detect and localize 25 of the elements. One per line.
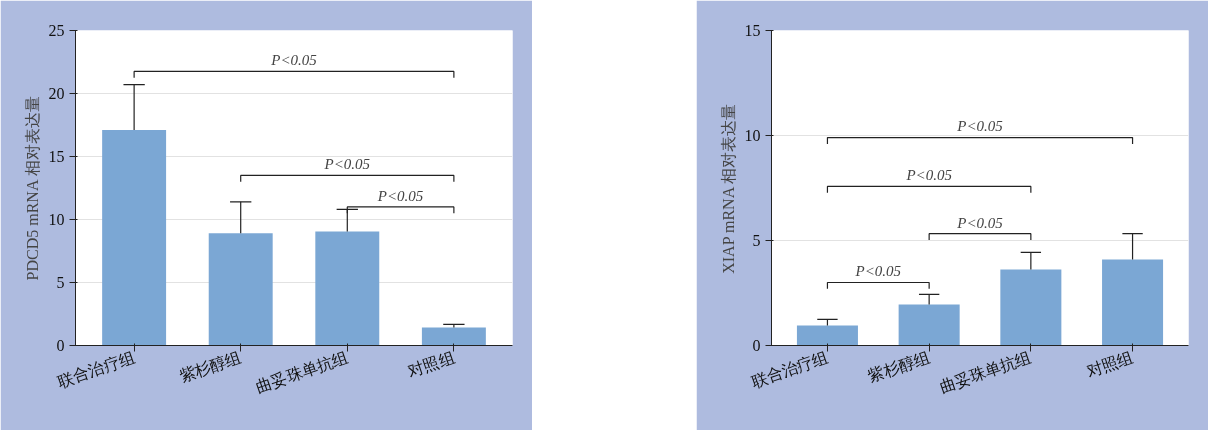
annotation: P<0.05	[956, 118, 1004, 135]
y-tick-label: 15	[48, 148, 65, 165]
annotation: P<0.05	[854, 263, 902, 280]
y-tick-label: 5	[56, 274, 65, 291]
y-tick-label: 10	[48, 211, 65, 228]
y-axis-title: PDCD5 mRNA 相对表达量	[23, 96, 41, 281]
x-tick-label: 曲妥珠单抗组	[937, 348, 1034, 396]
y-tick-label: 0	[56, 337, 65, 354]
y-tick-label: 10	[744, 127, 761, 144]
annotation: P<0.05	[323, 156, 371, 173]
annotation: P<0.05	[376, 187, 424, 204]
x-tick-label: 对照组	[405, 348, 457, 381]
annotation: P<0.05	[270, 52, 318, 69]
annotation: P<0.05	[956, 214, 1004, 231]
x-tick-label: 紫杉醇组	[865, 348, 932, 386]
x-tick-label: 紫杉醇组	[177, 348, 244, 386]
y-axis-title: XIAP mRNA 相对表达量	[719, 103, 737, 274]
y-tick-label: 25	[48, 22, 65, 39]
y-tick-label: 0	[752, 337, 761, 354]
y-tick-label: 5	[752, 232, 761, 249]
y-tick-label: 15	[744, 22, 761, 39]
x-tick-label: 对照组	[1084, 348, 1136, 381]
y-tick-label: 20	[48, 85, 65, 102]
x-tick-label: 曲妥珠单抗组	[253, 348, 351, 396]
annotation: P<0.05	[905, 167, 953, 184]
